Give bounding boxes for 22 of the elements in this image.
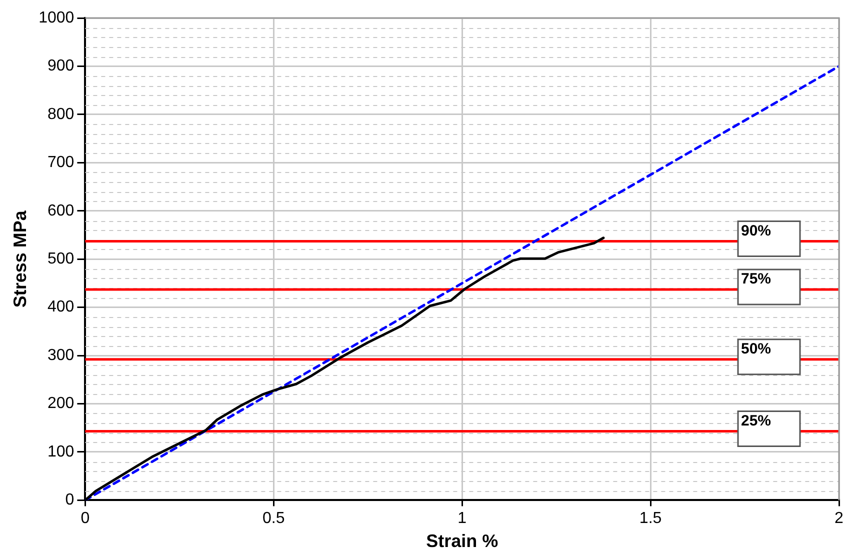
y-tick-label: 0 [65,492,74,509]
y-tick-label: 100 [47,443,74,460]
y-tick-label: 300 [47,346,74,364]
x-tick-label: 0.5 [262,510,285,528]
y-tick-label: 700 [47,154,74,172]
y-tick-label: 500 [47,250,74,268]
annotation: 25% [741,412,772,430]
y-tick-label: 600 [47,202,74,220]
y-axis-title: Stress MPa [10,210,30,308]
annotation: 50% [741,340,772,358]
x-axis-title: Strain % [426,531,498,552]
x-tick-label: 0 [80,510,90,528]
y-tick-label: 200 [47,395,74,412]
annotation: 75% [741,270,772,288]
x-tick-label: 1 [458,510,467,528]
y-tick-label: 800 [47,106,74,123]
y-tick-label: 900 [47,58,74,75]
y-tick-label: 400 [47,298,74,316]
x-tick-label: 1.5 [639,510,662,528]
annotation: 90% [741,222,772,240]
y-tick-label: 1000 [38,9,74,26]
x-tick-label: 2 [834,510,844,528]
